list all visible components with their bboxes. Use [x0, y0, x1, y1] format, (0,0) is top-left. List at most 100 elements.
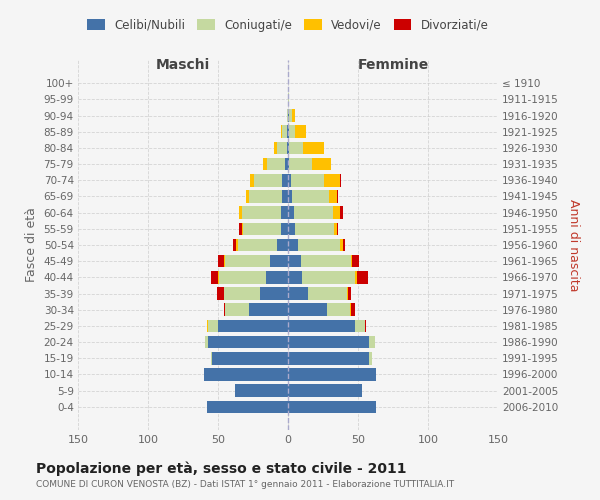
Bar [288, 255, 301, 268]
Bar [355, 271, 356, 283]
Bar [288, 320, 355, 332]
Bar [277, 238, 288, 252]
Bar [211, 271, 218, 283]
Bar [329, 190, 337, 203]
Bar [288, 190, 292, 203]
Bar [343, 238, 346, 252]
Bar [302, 271, 355, 283]
Bar [340, 174, 341, 186]
Bar [369, 336, 375, 348]
Bar [211, 352, 212, 364]
Bar [283, 126, 287, 138]
Bar [225, 304, 249, 316]
Bar [288, 271, 302, 283]
Bar [356, 271, 368, 283]
Bar [250, 174, 254, 186]
Bar [308, 287, 347, 300]
Bar [289, 109, 292, 122]
Bar [288, 142, 289, 154]
Bar [218, 255, 224, 268]
Bar [277, 142, 287, 154]
Bar [312, 158, 331, 170]
Bar [225, 255, 270, 268]
Bar [254, 174, 283, 186]
Text: Femmine: Femmine [358, 58, 428, 72]
Bar [287, 142, 288, 154]
Bar [204, 368, 288, 381]
Bar [285, 158, 288, 170]
Bar [288, 384, 362, 397]
Bar [369, 352, 372, 364]
Bar [242, 206, 281, 219]
Bar [288, 400, 376, 413]
Bar [235, 384, 288, 397]
Bar [288, 238, 298, 252]
Bar [283, 174, 288, 186]
Bar [293, 206, 333, 219]
Bar [242, 222, 243, 235]
Text: Popolazione per età, sesso e stato civile - 2011: Popolazione per età, sesso e stato civil… [36, 461, 407, 475]
Text: Maschi: Maschi [156, 58, 210, 72]
Bar [207, 320, 208, 332]
Bar [292, 190, 329, 203]
Bar [267, 158, 285, 170]
Text: COMUNE DI CURON VENOSTA (BZ) - Dati ISTAT 1° gennaio 2011 - Elaborazione TUTTITA: COMUNE DI CURON VENOSTA (BZ) - Dati ISTA… [36, 480, 454, 489]
Bar [233, 238, 236, 252]
Bar [350, 304, 351, 316]
Bar [288, 336, 369, 348]
Legend: Celibi/Nubili, Coniugati/e, Vedovi/e, Divorziati/e: Celibi/Nubili, Coniugati/e, Vedovi/e, Di… [83, 14, 493, 36]
Bar [243, 222, 281, 235]
Bar [238, 238, 277, 252]
Bar [288, 304, 327, 316]
Bar [288, 93, 289, 106]
Bar [287, 109, 288, 122]
Bar [212, 352, 288, 364]
Bar [348, 287, 351, 300]
Bar [283, 190, 288, 203]
Bar [288, 222, 295, 235]
Bar [246, 190, 249, 203]
Bar [239, 206, 242, 219]
Bar [325, 174, 340, 186]
Bar [239, 222, 242, 235]
Bar [351, 304, 355, 316]
Bar [288, 109, 289, 122]
Bar [260, 287, 288, 300]
Bar [298, 238, 340, 252]
Bar [208, 336, 288, 348]
Bar [281, 126, 283, 138]
Bar [355, 320, 365, 332]
Bar [220, 271, 266, 283]
Bar [347, 287, 348, 300]
Bar [263, 158, 267, 170]
Bar [270, 255, 288, 268]
Bar [249, 304, 288, 316]
Bar [208, 320, 218, 332]
Bar [334, 222, 337, 235]
Bar [295, 222, 334, 235]
Bar [333, 206, 340, 219]
Bar [205, 336, 208, 348]
Bar [337, 222, 338, 235]
Bar [295, 126, 306, 138]
Bar [207, 400, 288, 413]
Bar [340, 206, 343, 219]
Bar [288, 352, 369, 364]
Bar [217, 287, 224, 300]
Bar [327, 304, 350, 316]
Bar [288, 158, 289, 170]
Bar [301, 255, 351, 268]
Bar [288, 287, 308, 300]
Bar [287, 126, 288, 138]
Bar [288, 126, 289, 138]
Bar [289, 126, 295, 138]
Y-axis label: Anni di nascita: Anni di nascita [567, 198, 580, 291]
Bar [288, 206, 293, 219]
Bar [340, 238, 343, 252]
Bar [304, 142, 325, 154]
Bar [365, 320, 367, 332]
Bar [218, 271, 220, 283]
Bar [274, 142, 277, 154]
Bar [224, 304, 225, 316]
Bar [281, 222, 288, 235]
